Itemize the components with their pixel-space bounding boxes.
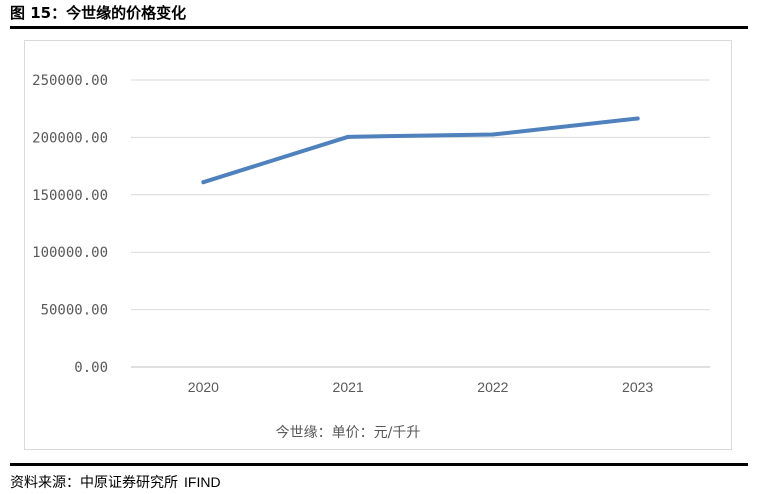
legend-label: 今世缘：单价：元/千升 (276, 425, 421, 441)
data-point (490, 132, 495, 137)
source-brand: IFIND (184, 474, 221, 490)
source-note: 资料来源：中原证券研究所 IFIND (10, 472, 221, 492)
chart-frame (24, 40, 732, 450)
data-point (201, 180, 206, 185)
y-tick-label: 150000.00 (32, 188, 108, 204)
y-tick-label: 50000.00 (41, 303, 108, 319)
y-tick-label: 0.00 (74, 360, 108, 376)
y-tick-label: 100000.00 (32, 245, 108, 261)
series-line (201, 116, 640, 185)
x-tick-label: 2020 (188, 379, 219, 395)
y-tick-label: 200000.00 (32, 130, 108, 146)
data-point (635, 116, 640, 121)
x-tick-label: 2021 (333, 379, 364, 395)
source-label: 资料来源：中原证券研究所 (10, 475, 178, 491)
x-tick-label: 2022 (477, 379, 508, 395)
figure-title: 图 15：今世缘的价格变化 (10, 4, 187, 22)
bottom-rule (10, 463, 748, 466)
top-rule (10, 26, 748, 29)
y-tick-label: 250000.00 (32, 73, 108, 89)
x-tick-label: 2023 (622, 379, 653, 395)
data-point (346, 134, 351, 139)
